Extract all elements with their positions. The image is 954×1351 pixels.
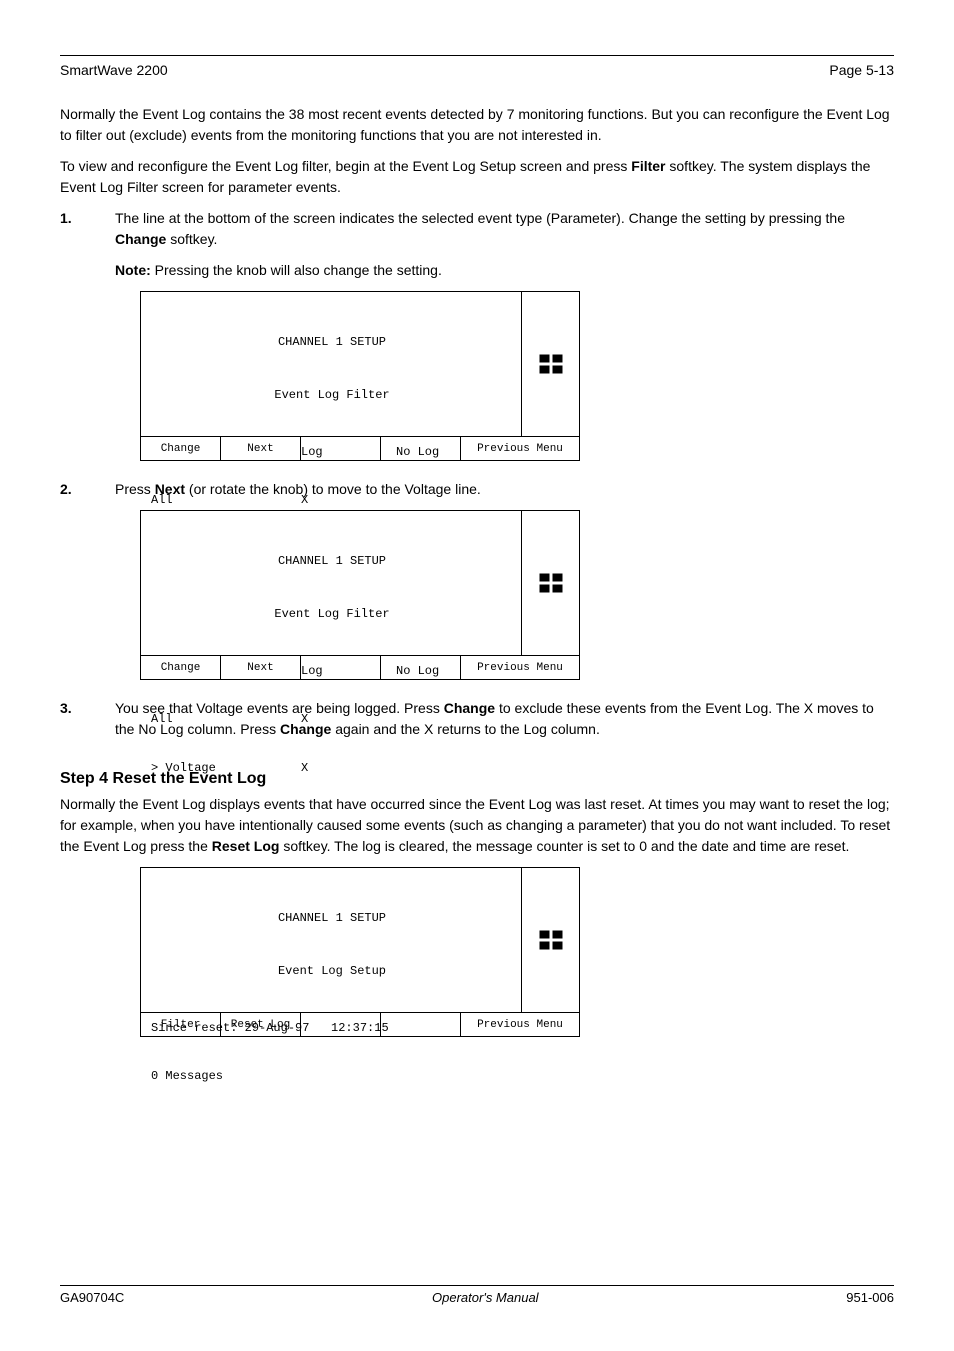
lcd-screen-1: CHANNEL 1 SETUP Event Log Filter LogNo L… bbox=[140, 291, 580, 461]
lcd-cell bbox=[396, 492, 491, 508]
lcd-cell: All bbox=[151, 492, 301, 508]
lcd-line: 0 Messages bbox=[151, 1068, 513, 1084]
softkey-name-filter: Filter bbox=[631, 158, 665, 174]
softkey[interactable]: Previous Menu bbox=[461, 1013, 579, 1036]
lcd-title: CHANNEL 1 SETUP bbox=[151, 553, 513, 569]
keypad-icon bbox=[539, 931, 562, 950]
lcd-subtitle: Event Log Filter bbox=[151, 606, 513, 622]
softkey[interactable] bbox=[301, 437, 381, 460]
lcd-title: CHANNEL 1 SETUP bbox=[151, 910, 513, 926]
header-left: SmartWave 2200 bbox=[60, 62, 168, 78]
keypad-icon bbox=[539, 574, 562, 593]
lcd-softkeys-1: Change Next Previous Menu bbox=[141, 436, 579, 460]
step-1-note: Note: Pressing the knob will also change… bbox=[115, 260, 894, 281]
page-footer: GA90704C Operator's Manual 951-006 bbox=[60, 1285, 894, 1305]
header-right: Page 5-13 bbox=[829, 62, 894, 78]
page-header: SmartWave 2200 Page 5-13 bbox=[60, 62, 894, 78]
lcd-cell: X bbox=[301, 760, 396, 776]
rule-top bbox=[60, 55, 894, 56]
softkey-name-change: Change bbox=[115, 231, 166, 247]
intro-para-1: Normally the Event Log contains the 38 m… bbox=[60, 104, 894, 146]
lcd-subtitle: Event Log Setup bbox=[151, 963, 513, 979]
step-2-number: 2. bbox=[60, 479, 115, 500]
lcd-cell: All bbox=[151, 711, 301, 727]
step-1: 1. The line at the bottom of the screen … bbox=[60, 208, 894, 250]
lcd-cell: X bbox=[301, 492, 396, 508]
lcd-cell: > Voltage bbox=[151, 760, 301, 776]
softkey[interactable]: Change bbox=[141, 437, 221, 460]
softkey[interactable]: Filter bbox=[141, 1013, 221, 1036]
intro-para-2-prefix: To view and reconfigure the Event Log fi… bbox=[60, 158, 631, 174]
keypad-icon bbox=[539, 355, 562, 374]
lcd-cell: X bbox=[301, 711, 396, 727]
step-1-prefix: The line at the bottom of the screen ind… bbox=[115, 210, 845, 226]
softkey[interactable] bbox=[381, 656, 461, 679]
note-text: Pressing the knob will also change the s… bbox=[151, 262, 442, 278]
step-1-text: The line at the bottom of the screen ind… bbox=[115, 208, 894, 250]
softkey[interactable]: Previous Menu bbox=[461, 437, 579, 460]
softkey[interactable] bbox=[381, 437, 461, 460]
step-3-number: 3. bbox=[60, 698, 115, 740]
footer-mid: Operator's Manual bbox=[432, 1290, 539, 1305]
note-label: Note: bbox=[115, 262, 151, 278]
footer-left: GA90704C bbox=[60, 1290, 124, 1305]
softkey[interactable]: Next bbox=[221, 437, 301, 460]
step-4-suffix: softkey. The log is cleared, the message… bbox=[279, 838, 849, 854]
softkey[interactable] bbox=[381, 1013, 461, 1036]
lcd-side-panel bbox=[521, 292, 579, 436]
lcd-screen-2: CHANNEL 1 SETUP Event Log Filter LogNo L… bbox=[140, 510, 580, 680]
lcd-softkeys-2: Change Next Previous Menu bbox=[141, 655, 579, 679]
softkey[interactable] bbox=[301, 656, 381, 679]
softkey[interactable]: Next bbox=[221, 656, 301, 679]
softkey[interactable]: Change bbox=[141, 656, 221, 679]
lcd-side-panel bbox=[521, 868, 579, 1012]
step-1-suffix: softkey. bbox=[166, 231, 217, 247]
softkey[interactable] bbox=[301, 1013, 381, 1036]
lcd-cell bbox=[396, 711, 491, 727]
rule-bottom bbox=[60, 1285, 894, 1286]
step-2-prefix: Press bbox=[115, 481, 155, 497]
lcd-body-2: CHANNEL 1 SETUP Event Log Filter LogNo L… bbox=[141, 511, 521, 655]
lcd-side-panel bbox=[521, 511, 579, 655]
lcd-screen-3: CHANNEL 1 SETUP Event Log Setup Since re… bbox=[140, 867, 580, 1037]
softkey[interactable]: Previous Menu bbox=[461, 656, 579, 679]
step-1-number: 1. bbox=[60, 208, 115, 250]
softkey[interactable]: Reset Log bbox=[221, 1013, 301, 1036]
lcd-subtitle: Event Log Filter bbox=[151, 387, 513, 403]
lcd-body-1: CHANNEL 1 SETUP Event Log Filter LogNo L… bbox=[141, 292, 521, 436]
intro-para-2: To view and reconfigure the Event Log fi… bbox=[60, 156, 894, 198]
lcd-softkeys-3: Filter Reset Log Previous Menu bbox=[141, 1012, 579, 1036]
lcd-title: CHANNEL 1 SETUP bbox=[151, 334, 513, 350]
footer-right: 951-006 bbox=[846, 1290, 894, 1305]
softkey-name-reset-log: Reset Log bbox=[212, 838, 280, 854]
lcd-body-3: CHANNEL 1 SETUP Event Log Setup Since re… bbox=[141, 868, 521, 1012]
lcd-cell bbox=[396, 760, 491, 776]
